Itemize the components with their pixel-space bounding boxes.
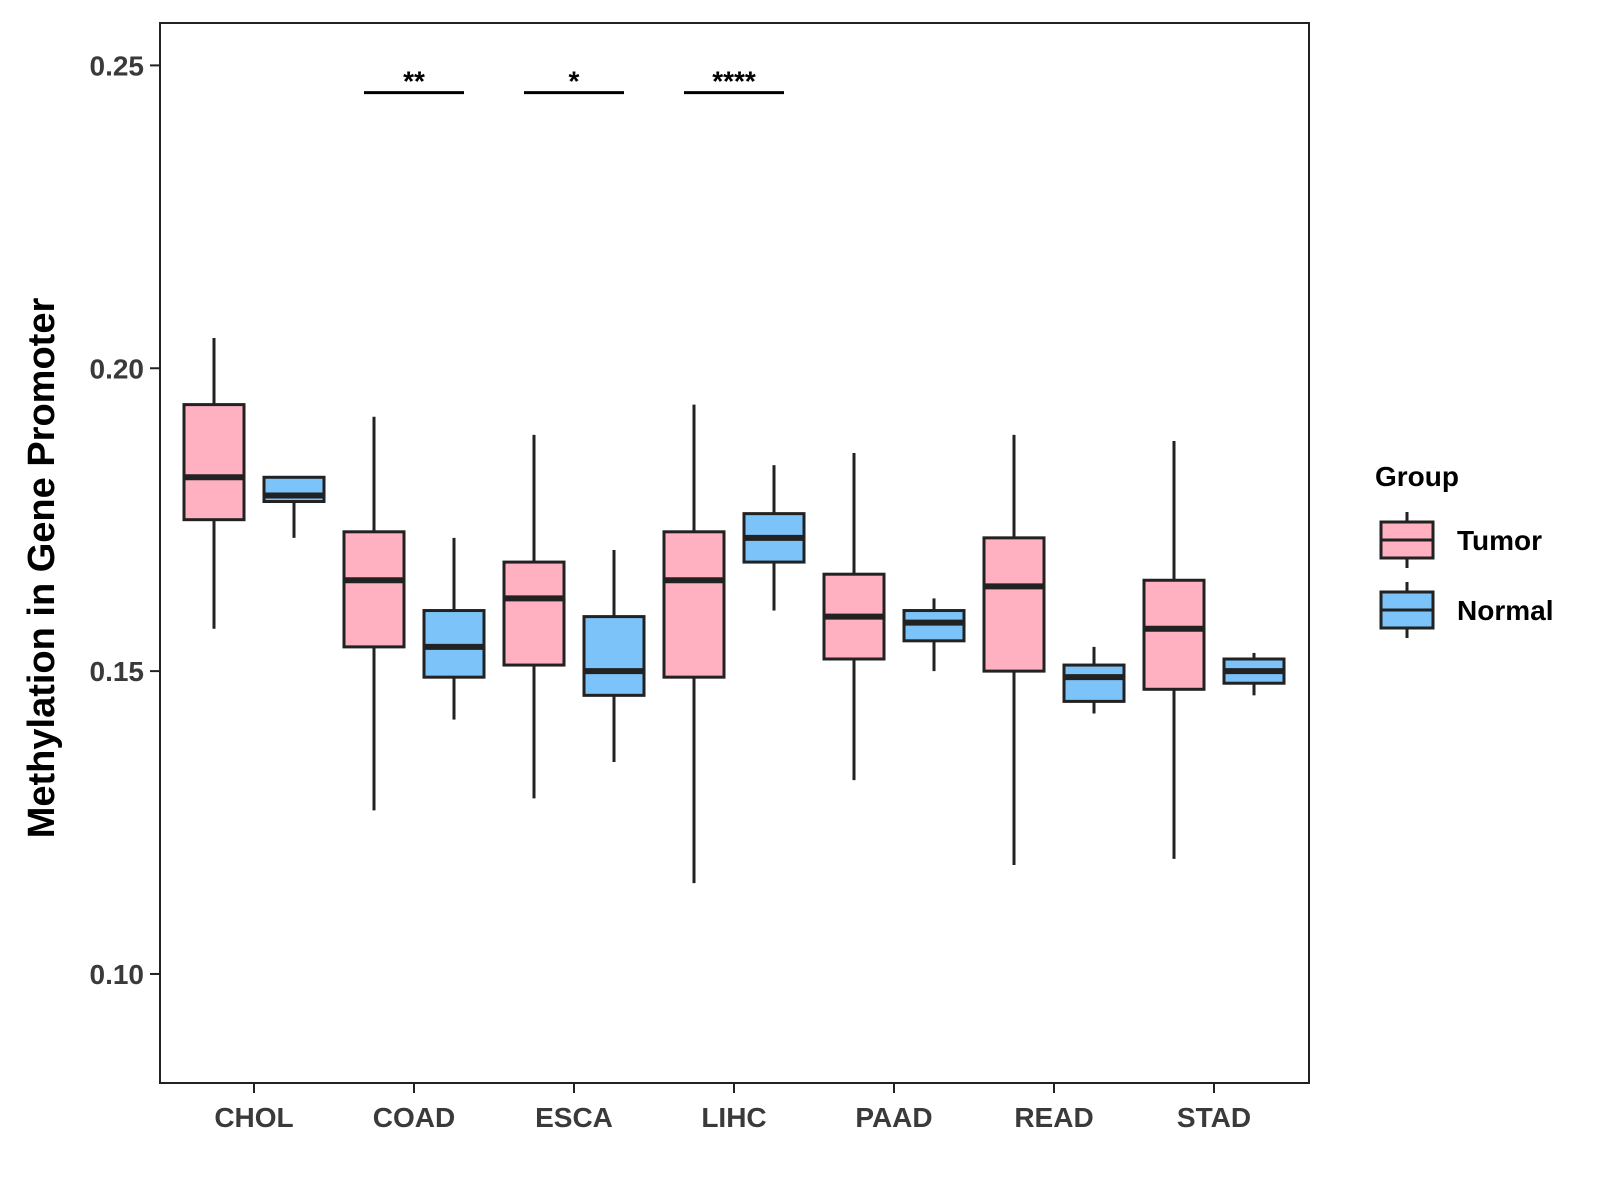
x-tick-label-stad: STAD xyxy=(1177,1102,1251,1133)
x-axis: CHOL COAD ESCA LIHC PAAD READ STAD xyxy=(214,1083,1251,1133)
significance-label-esca: * xyxy=(569,66,580,97)
box-tumor-coad xyxy=(342,416,406,811)
box-iqr xyxy=(422,609,486,679)
box-tumor-read xyxy=(982,434,1046,865)
y-tick-label: 0.10 xyxy=(90,959,145,990)
x-tick-label-esca: ESCA xyxy=(535,1102,613,1133)
box-normal-stad xyxy=(1222,652,1286,696)
box-iqr xyxy=(982,536,1046,673)
box-normal-coad xyxy=(422,537,486,720)
x-tick-label-coad: COAD xyxy=(373,1102,455,1133)
x-tick-label-paad: PAAD xyxy=(855,1102,932,1133)
significance-label-lihc: **** xyxy=(712,66,756,97)
x-tick-label-chol: CHOL xyxy=(214,1102,293,1133)
y-axis: 0.10 0.15 0.20 0.25 xyxy=(90,50,160,990)
box-normal-lihc xyxy=(742,465,806,611)
box-iqr xyxy=(1142,578,1206,691)
significance-label-coad: ** xyxy=(403,66,425,97)
y-axis-title: Methylation in Gene Promoter xyxy=(21,298,63,839)
box-tumor-paad xyxy=(822,453,886,781)
legend-label-tumor: Tumor xyxy=(1457,525,1542,556)
x-tick-label-read: READ xyxy=(1014,1102,1093,1133)
y-tick-label: 0.25 xyxy=(90,50,145,81)
box-iqr xyxy=(502,560,566,667)
legend: Group Tumor Normal xyxy=(1375,461,1553,638)
y-tick-label: 0.20 xyxy=(90,353,145,384)
box-tumor-lihc xyxy=(662,404,726,884)
box-tumor-stad xyxy=(1142,440,1206,859)
legend-title: Group xyxy=(1375,461,1459,492)
x-tick-label-lihc: LIHC xyxy=(701,1102,766,1133)
box-tumor-esca xyxy=(502,434,566,799)
box-normal-read xyxy=(1062,646,1126,714)
box-iqr xyxy=(182,403,246,522)
box-iqr xyxy=(582,615,646,697)
box-normal-paad xyxy=(902,598,966,672)
box-tumor-chol xyxy=(182,337,246,629)
box-iqr xyxy=(902,609,966,643)
legend-key-tumor xyxy=(1379,512,1435,568)
legend-label-normal: Normal xyxy=(1457,595,1553,626)
box-normal-esca xyxy=(582,549,646,762)
box-normal-chol xyxy=(262,475,326,538)
box-iqr xyxy=(342,530,406,649)
box-iqr xyxy=(662,530,726,679)
y-tick-label: 0.15 xyxy=(90,656,145,687)
plot-area: ** * **** xyxy=(182,66,1286,884)
legend-key-normal xyxy=(1379,582,1435,638)
box-iqr xyxy=(1062,663,1126,703)
